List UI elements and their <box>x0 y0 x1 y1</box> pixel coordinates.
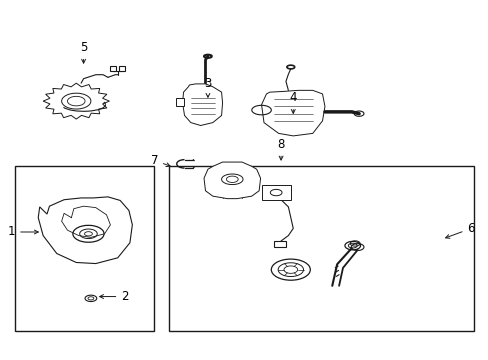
Text: 1: 1 <box>8 225 38 238</box>
Bar <box>168 166 473 330</box>
Polygon shape <box>261 185 290 200</box>
Bar <box>273 241 285 247</box>
Text: 5: 5 <box>80 41 87 63</box>
Polygon shape <box>261 90 325 136</box>
Text: 8: 8 <box>277 138 284 160</box>
Bar <box>176 98 183 107</box>
Text: 6: 6 <box>445 222 474 238</box>
Polygon shape <box>38 197 132 264</box>
Text: 4: 4 <box>289 91 296 113</box>
Polygon shape <box>43 83 109 119</box>
Polygon shape <box>182 84 222 126</box>
Text: 3: 3 <box>204 77 211 97</box>
Bar <box>110 67 116 71</box>
Polygon shape <box>203 162 260 199</box>
Bar <box>119 67 125 71</box>
Text: 2: 2 <box>100 290 128 303</box>
Bar <box>15 166 154 330</box>
Text: 7: 7 <box>150 154 170 167</box>
